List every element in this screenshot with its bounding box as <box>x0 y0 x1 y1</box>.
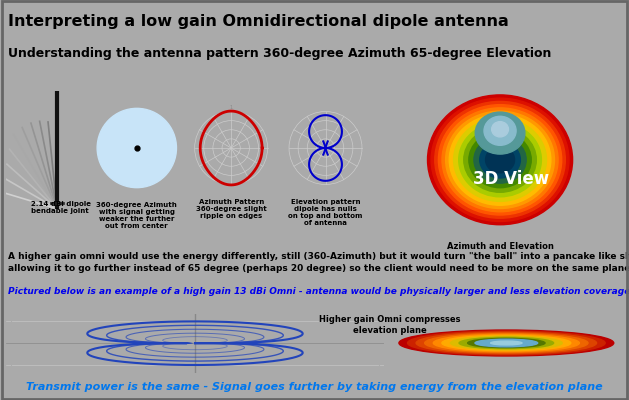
Ellipse shape <box>408 331 605 355</box>
Circle shape <box>104 116 169 180</box>
Ellipse shape <box>445 111 555 208</box>
Ellipse shape <box>459 337 554 349</box>
Circle shape <box>119 130 155 166</box>
Circle shape <box>97 108 177 188</box>
Text: Understanding the antenna pattern 360-degree Azimuth 65-degree Elevation: Understanding the antenna pattern 360-de… <box>8 47 551 60</box>
Ellipse shape <box>435 101 565 218</box>
Ellipse shape <box>428 95 572 225</box>
Ellipse shape <box>476 339 537 347</box>
Text: A higher gain omni would use the energy differently, still (360-Azimuth) but it : A higher gain omni would use the energy … <box>8 252 629 273</box>
Ellipse shape <box>492 122 508 137</box>
Ellipse shape <box>486 147 515 173</box>
Text: Azimuth Pattern
360-degree slight
ripple on edges: Azimuth Pattern 360-degree slight ripple… <box>196 199 267 219</box>
Ellipse shape <box>459 123 542 197</box>
Ellipse shape <box>480 142 520 178</box>
Ellipse shape <box>425 333 588 353</box>
Ellipse shape <box>431 98 569 222</box>
Text: Pictured below is an example of a high gain 13 dBi Omni - antenna would be physi: Pictured below is an example of a high g… <box>8 287 629 296</box>
Ellipse shape <box>450 336 562 350</box>
Ellipse shape <box>433 334 579 352</box>
Text: Elevation pattern
dipole has nulls
on top and bottom
of antenna: Elevation pattern dipole has nulls on to… <box>288 199 363 226</box>
Ellipse shape <box>474 136 526 183</box>
Ellipse shape <box>485 340 528 346</box>
Ellipse shape <box>442 335 571 351</box>
Circle shape <box>131 142 143 154</box>
Text: 1: 1 <box>230 105 233 110</box>
Ellipse shape <box>449 114 551 205</box>
Circle shape <box>125 136 148 160</box>
Ellipse shape <box>476 112 525 154</box>
Ellipse shape <box>464 127 537 192</box>
Text: Higher gain Omni compresses
elevation plane: Higher gain Omni compresses elevation pl… <box>320 316 460 335</box>
Text: Interpreting a low gain Omnidirectional dipole antenna: Interpreting a low gain Omnidirectional … <box>8 14 508 29</box>
Text: Azimuth and Elevation: Azimuth and Elevation <box>447 242 554 251</box>
Ellipse shape <box>468 338 545 348</box>
Ellipse shape <box>399 330 614 356</box>
Ellipse shape <box>438 105 562 215</box>
Ellipse shape <box>491 341 522 345</box>
Text: 3D View: 3D View <box>474 170 550 188</box>
Ellipse shape <box>454 118 547 201</box>
Ellipse shape <box>416 332 596 354</box>
Ellipse shape <box>442 108 558 212</box>
Ellipse shape <box>484 116 516 145</box>
Ellipse shape <box>475 339 538 347</box>
Ellipse shape <box>469 132 532 188</box>
Circle shape <box>111 123 162 173</box>
Text: 360-degree Azimuth
with signal getting
weaker the further
out from center: 360-degree Azimuth with signal getting w… <box>96 202 177 228</box>
Text: 2.14 dBi dipole
bendable joint: 2.14 dBi dipole bendable joint <box>31 202 91 214</box>
Text: Transmit power is the same - Signal goes further by taking energy from the eleva: Transmit power is the same - Signal goes… <box>26 382 603 392</box>
